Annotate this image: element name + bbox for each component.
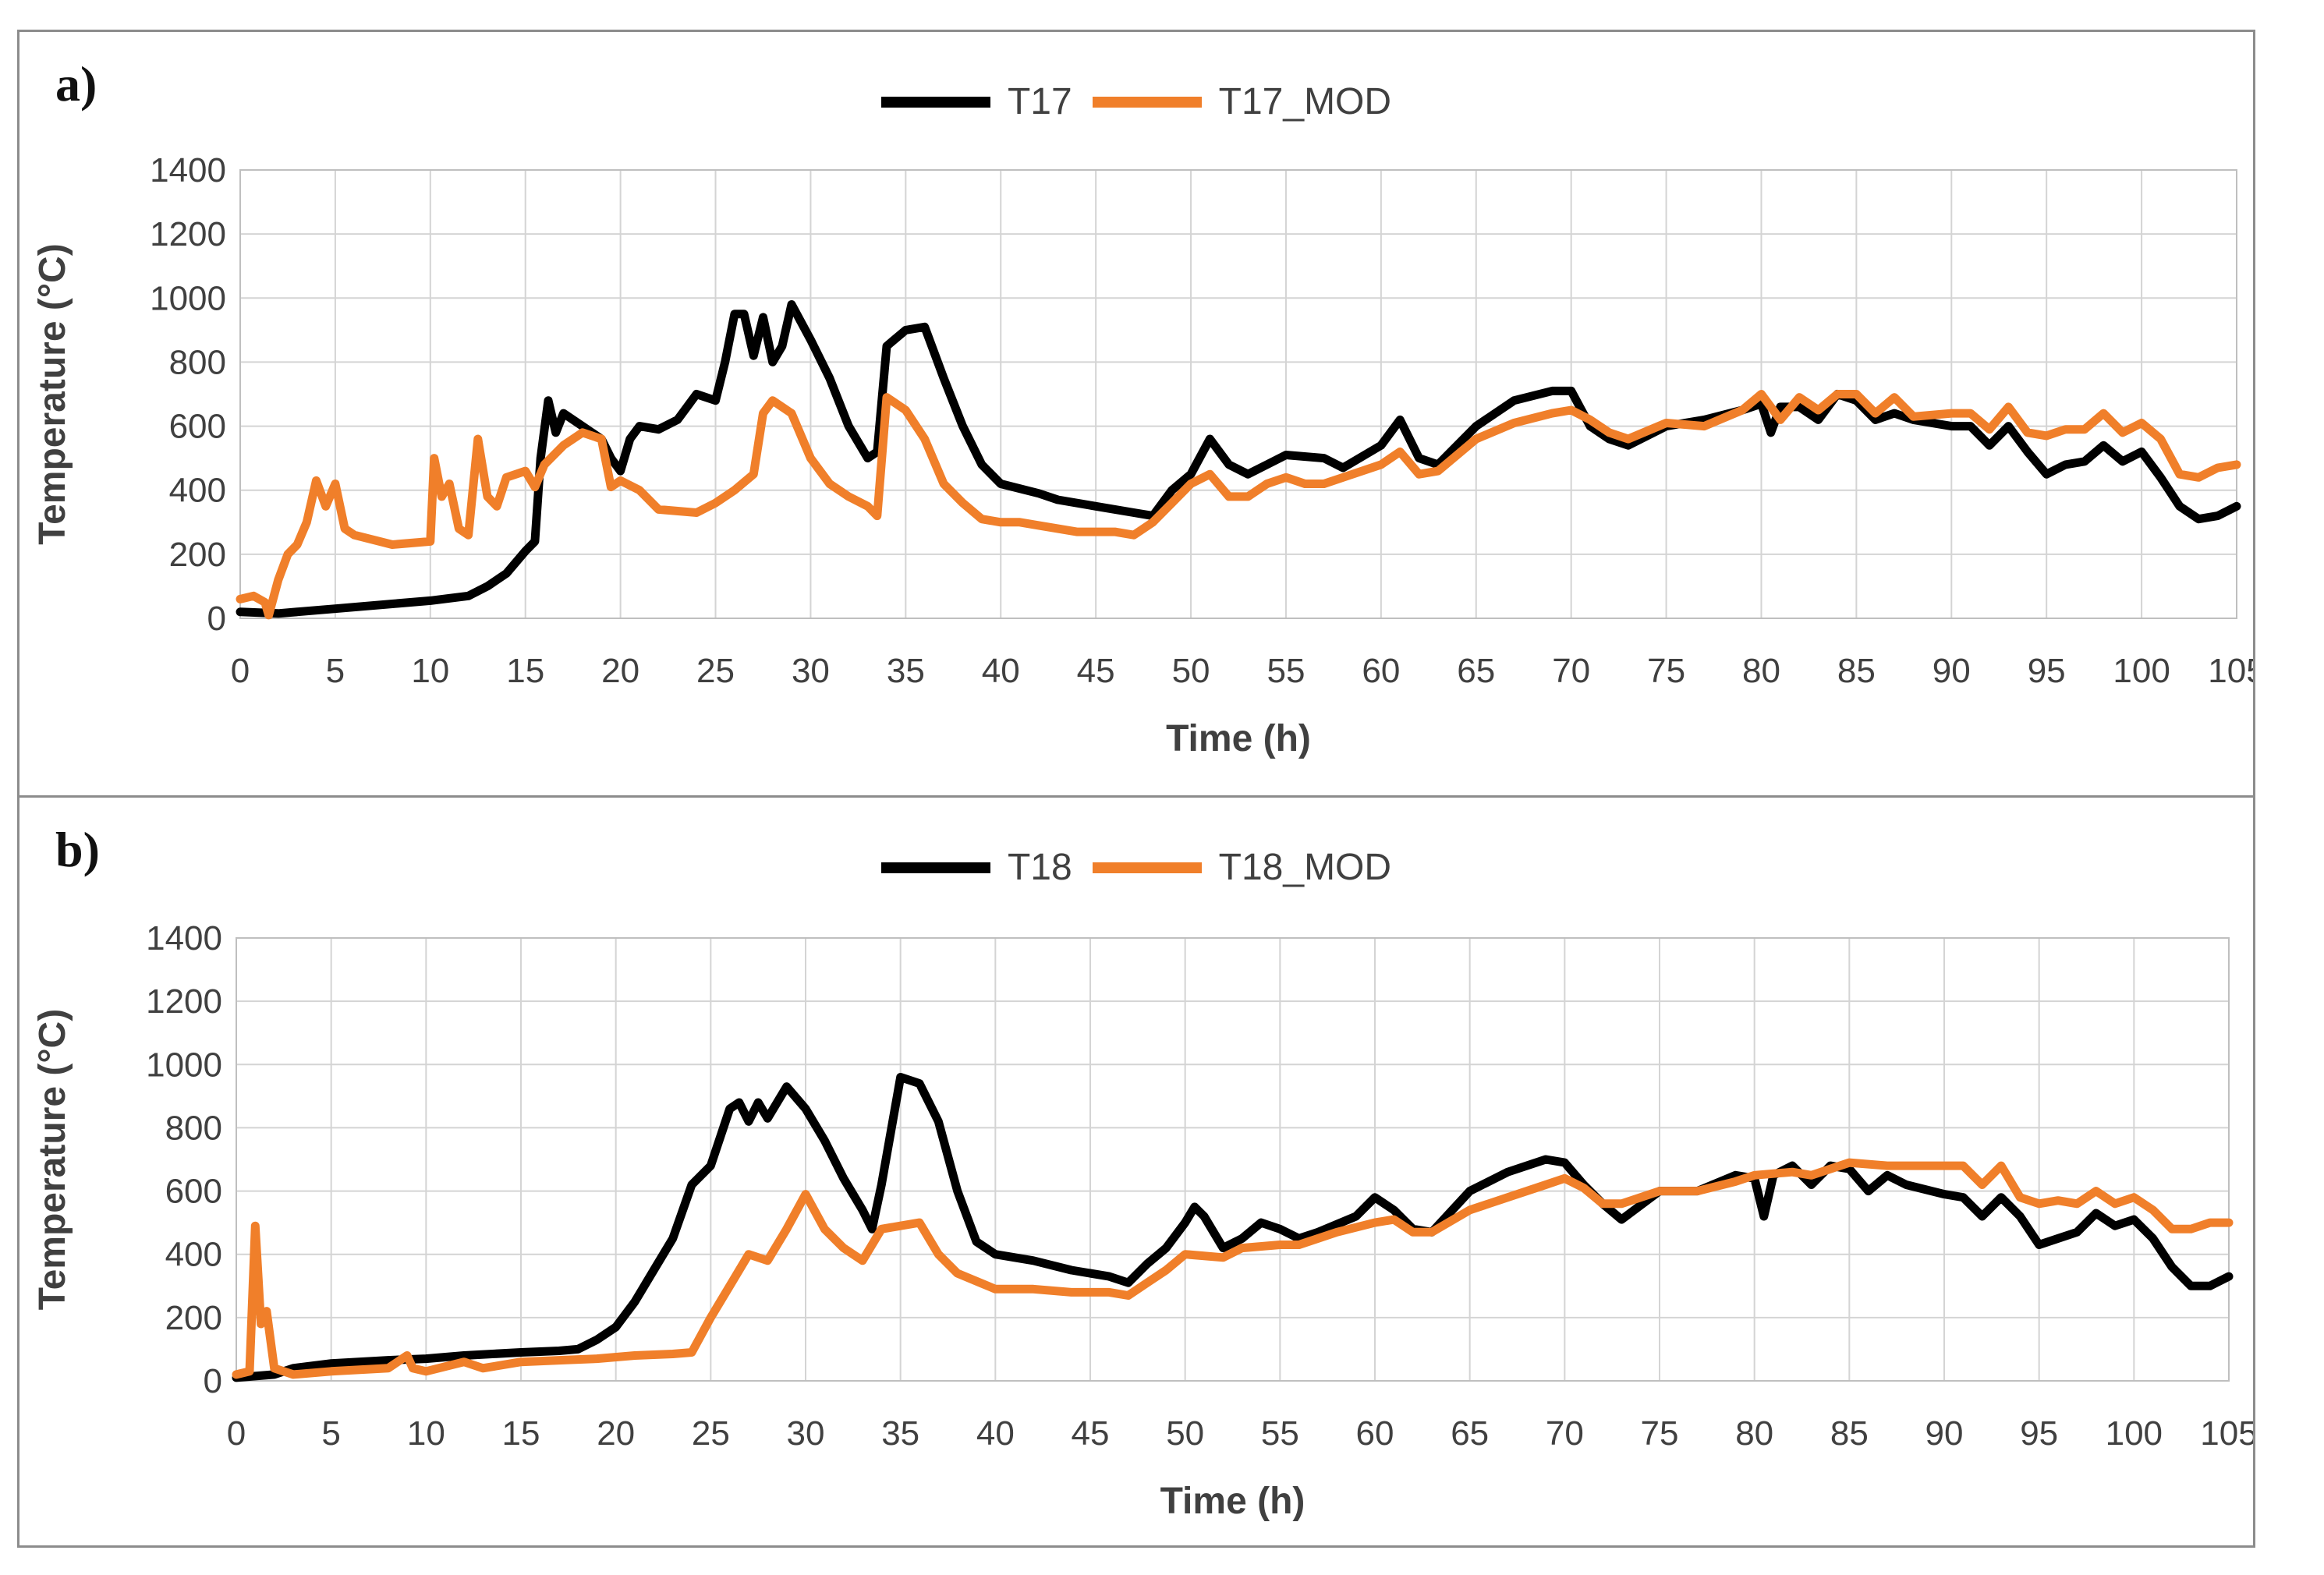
x-tick-label: 50: [1172, 652, 1210, 690]
x-tick-label: 5: [326, 652, 345, 690]
x-tick-label: 45: [1077, 652, 1115, 690]
y-tick-label: 200: [169, 536, 226, 574]
y-tick-label: 0: [207, 600, 226, 638]
x-tick-label: 25: [692, 1414, 730, 1453]
x-tick-label: 30: [787, 1414, 825, 1453]
series-line-t18-mod: [232, 1158, 2234, 1379]
x-tick-label: 70: [1546, 1414, 1584, 1453]
legend-b: T18 T18_MOD: [19, 846, 2253, 889]
x-tick-label: 75: [1647, 652, 1685, 690]
y-tick-label: 200: [165, 1299, 222, 1337]
y-tick-label: 1400: [150, 151, 226, 189]
x-tick-label: 85: [1837, 652, 1876, 690]
x-tick-label: 50: [1166, 1414, 1204, 1453]
x-tick-label: 10: [411, 652, 449, 690]
y-tick-label: 400: [169, 472, 226, 510]
x-axis-title: Time (h): [1160, 1481, 1305, 1522]
y-tick-label: 1200: [150, 215, 226, 253]
x-tick-label: 20: [601, 652, 639, 690]
panel-label-a: a): [55, 56, 97, 111]
y-tick-label: 800: [165, 1109, 222, 1147]
x-tick-label: 25: [696, 652, 735, 690]
series-line-t17: [236, 300, 2241, 618]
legend-swatch-t17-mod: [1092, 96, 1202, 108]
series-line-t17-mod: [236, 390, 2241, 620]
y-tick-label: 600: [169, 408, 226, 446]
x-tick-label: 90: [1925, 1414, 1964, 1453]
legend-a: T17 T17_MOD: [19, 80, 2253, 123]
x-tick-label: 0: [231, 652, 250, 690]
x-tick-label: 40: [976, 1414, 1015, 1453]
x-tick-label: 5: [321, 1414, 340, 1453]
x-tick-label: 90: [1933, 652, 1971, 690]
plot-area-b: 0 5 10 15 20 25 30 35 40 45 50 55 60 65 70 75 80 85 90 95 10…: [32, 919, 2253, 1522]
x-tick-label: 70: [1552, 652, 1590, 690]
y-tick-label: 1000: [146, 1046, 222, 1084]
x-tick-label: 60: [1356, 1414, 1394, 1453]
y-tick-label: 1400: [146, 919, 222, 957]
y-tick-label: 400: [165, 1236, 222, 1274]
series-line-t18: [232, 1073, 2234, 1382]
chart-panel-a: a) T17 T17_MOD 0 5 10 15 20 25 30 35 40 45 50 55 60 6…: [17, 30, 2255, 798]
legend-label-t18: T18: [1007, 847, 1072, 888]
x-tick-label: 30: [792, 652, 830, 690]
legend-swatch-t18-mod: [1092, 862, 1202, 873]
x-tick-label: 65: [1451, 1414, 1489, 1453]
x-axis-title: Time (h): [1166, 718, 1311, 759]
legend-item-t18: T18: [880, 846, 1072, 889]
x-tick-label: 80: [1742, 652, 1780, 690]
plot-area-a: 0 5 10 15 20 25 30 35 40 45 50 55 60 65 70 75 80 85 90 95 10…: [32, 151, 2253, 759]
plot-border: [239, 169, 2237, 619]
x-tick-label: 60: [1362, 652, 1400, 690]
legend-item-t17: T17: [880, 80, 1072, 123]
x-tick-label: 105: [2208, 652, 2253, 690]
x-tick-label: 105: [2200, 1414, 2253, 1453]
x-tick-label: 55: [1261, 1414, 1299, 1453]
x-tick-label: 40: [982, 652, 1020, 690]
x-tick-label: 100: [2113, 652, 2170, 690]
x-tick-label: 95: [2028, 652, 2066, 690]
grid-lines: [239, 169, 2237, 619]
x-tick-label: 20: [597, 1414, 635, 1453]
legend-item-t18-mod: T18_MOD: [1092, 846, 1392, 889]
y-axis-title: Temperature (°C): [32, 1009, 73, 1310]
x-tick-label: 55: [1267, 652, 1305, 690]
x-tick-label: 65: [1457, 652, 1495, 690]
x-tick-label: 15: [502, 1414, 540, 1453]
x-tick-label: 0: [227, 1414, 246, 1453]
y-tick-label: 0: [204, 1362, 222, 1400]
legend-label-t17: T17: [1007, 81, 1072, 122]
legend-item-t17-mod: T17_MOD: [1092, 80, 1392, 123]
grid-lines: [236, 937, 2230, 1382]
x-tick-label: 80: [1735, 1414, 1773, 1453]
x-tick-label: 10: [407, 1414, 445, 1453]
x-tick-label: 15: [506, 652, 544, 690]
panel-label-b: b): [55, 822, 100, 877]
legend-label-t17-mod: T17_MOD: [1218, 81, 1392, 122]
x-tick-label: 100: [2106, 1414, 2163, 1453]
legend-swatch-t18: [880, 862, 990, 873]
x-tick-label: 35: [887, 652, 925, 690]
x-tick-label: 85: [1830, 1414, 1869, 1453]
legend-swatch-t17: [880, 96, 990, 108]
legend-label-t18-mod: T18_MOD: [1218, 847, 1392, 888]
y-tick-label: 1200: [146, 982, 222, 1021]
y-tick-label: 600: [165, 1173, 222, 1211]
y-axis-title: Temperature (°C): [32, 243, 73, 544]
y-tick-label: 800: [169, 343, 226, 381]
chart-panel-b: b) T18 T18_MOD 0 5 10 15 20 25 30 35 40 45 50 55 60 6…: [17, 795, 2255, 1548]
plot-border: [236, 937, 2230, 1382]
y-tick-label: 1000: [150, 279, 226, 317]
x-tick-label: 75: [1641, 1414, 1679, 1453]
x-tick-label: 35: [881, 1414, 919, 1453]
x-tick-label: 45: [1072, 1414, 1110, 1453]
x-tick-label: 95: [2020, 1414, 2058, 1453]
